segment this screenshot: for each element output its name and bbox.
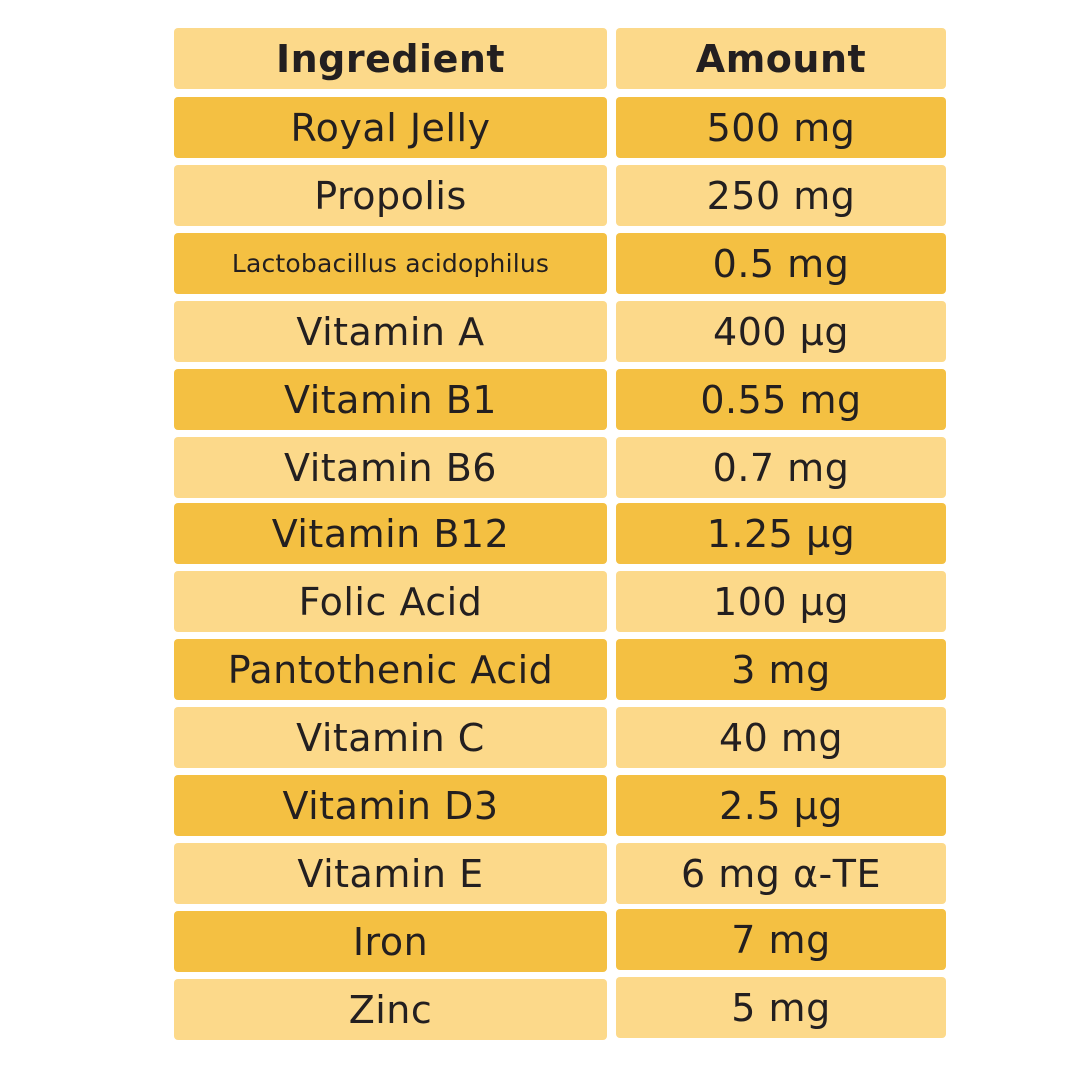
ingredient-cell: Royal Jelly xyxy=(174,97,607,158)
ingredient-cell: Vitamin B1 xyxy=(174,369,607,430)
ingredient-cell: Zinc xyxy=(174,979,607,1040)
amount-cell: 400 μg xyxy=(616,301,946,362)
amount-cell: 0.55 mg xyxy=(616,369,946,430)
amount-cell: 0.5 mg xyxy=(616,233,946,294)
amount-cell: 40 mg xyxy=(616,707,946,768)
ingredient-cell: Propolis xyxy=(174,165,607,226)
amount-cell: 0.7 mg xyxy=(616,437,946,498)
ingredient-cell: Iron xyxy=(174,911,607,972)
amount-cell: 7 mg xyxy=(616,909,946,970)
amount-cell: 100 μg xyxy=(616,571,946,632)
ingredient-cell: Vitamin B12 xyxy=(174,503,607,564)
amount-cell: 6 mg α-TE xyxy=(616,843,946,904)
amount-cell: 3 mg xyxy=(616,639,946,700)
amount-cell: 250 mg xyxy=(616,165,946,226)
amount-cell: 500 mg xyxy=(616,97,946,158)
ingredient-cell: Folic Acid xyxy=(174,571,607,632)
ingredient-cell: Vitamin C xyxy=(174,707,607,768)
ingredient-cell: Vitamin B6 xyxy=(174,437,607,498)
amount-cell: 1.25 μg xyxy=(616,503,946,564)
ingredient-cell: Vitamin D3 xyxy=(174,775,607,836)
ingredient-cell: Vitamin E xyxy=(174,843,607,904)
ingredient-cell: Vitamin A xyxy=(174,301,607,362)
ingredient-cell: Pantothenic Acid xyxy=(174,639,607,700)
amount-cell: 5 mg xyxy=(616,977,946,1038)
header-amount: Amount xyxy=(616,28,946,89)
ingredient-cell: Lactobacillus acidophilus xyxy=(174,233,607,294)
header-ingredient: Ingredient xyxy=(174,28,607,89)
amount-cell: 2.5 μg xyxy=(616,775,946,836)
